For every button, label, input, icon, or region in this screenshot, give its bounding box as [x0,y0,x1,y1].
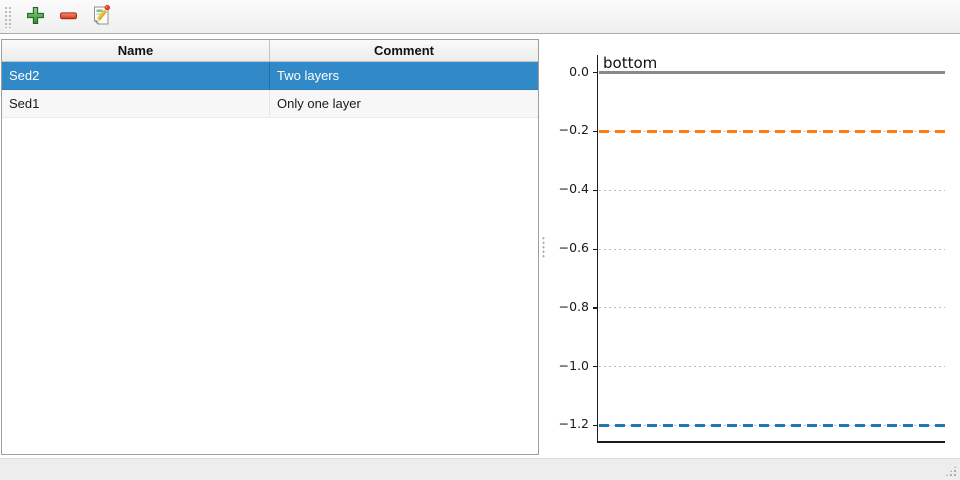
y-tick-label: −0.2 [558,122,589,138]
series-line-blue-dashed [598,423,945,427]
remove-button[interactable] [53,3,83,31]
series-line-gray-solid [598,71,945,75]
grid-line [598,189,945,191]
edit-icon [90,4,112,30]
toolbar [0,0,960,34]
y-tick-label: −0.6 [558,240,589,255]
column-header-name[interactable]: Name [2,40,270,61]
y-tick-label: −1.2 [558,416,589,432]
column-header-comment[interactable]: Comment [374,43,434,58]
resize-grip[interactable] [944,464,958,478]
cell-name: Sed2 [2,62,270,89]
table-row[interactable]: Sed2 Two layers [2,62,538,90]
cell-comment: Only one layer [277,96,361,111]
toolbar-drag-handle[interactable] [4,5,12,28]
y-tick-mark [593,189,597,191]
plot-annotation: bottom [603,53,658,72]
table-header-row: Name Comment [2,40,538,62]
y-tick-mark [593,366,597,368]
y-tick-mark [593,72,597,74]
add-button[interactable] [20,3,50,31]
cell-comment: Two layers [277,68,340,83]
chart-area: 0.0 −0.2 −0.4 −0.6 −0.8 −1.0 −1.2 bottom [546,36,960,457]
plus-icon [26,6,45,28]
grid-line [598,248,945,250]
minus-icon [59,6,78,28]
grid-line [598,307,945,309]
series-line-orange-dashed [598,129,945,133]
table-row[interactable]: Sed1 Only one layer [2,90,538,118]
grid-line [598,366,945,368]
y-tick-mark [593,248,597,250]
splitter-grip-dots [541,236,545,258]
status-bar [0,458,960,480]
y-tick-mark [593,307,597,309]
splitter-handle[interactable] [539,39,547,455]
y-tick-label: −0.8 [558,298,589,314]
cell-name: Sed1 [2,90,270,117]
y-tick-label: −0.4 [558,181,589,197]
edit-button[interactable] [86,3,116,31]
materials-table: Name Comment Sed2 Two layers Sed1 Only o… [1,39,539,455]
y-tick-mark [593,424,597,427]
plot-area [597,55,945,443]
y-tick-mark [593,130,597,133]
y-tick-label: 0.0 [569,63,589,79]
y-tick-label: −1.0 [558,357,589,373]
